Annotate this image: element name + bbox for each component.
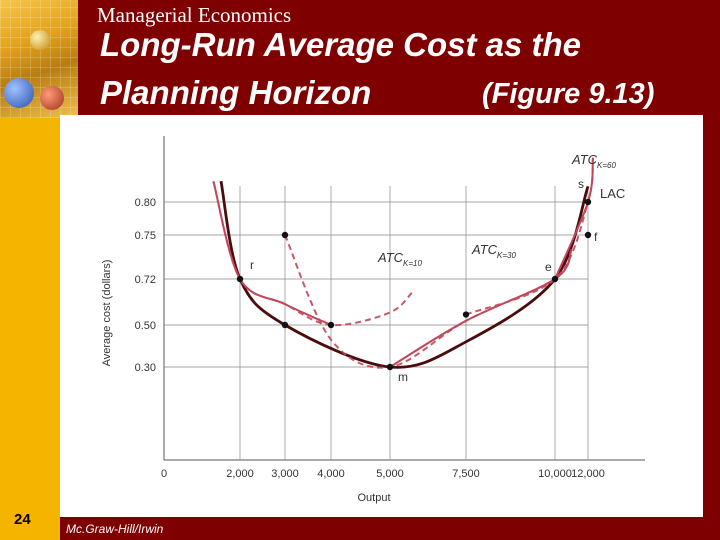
- x-axis-label: Output: [357, 492, 390, 504]
- lac-chart: 0.80 0.75 0.72 0.50 0.30 0 2,000 3,000 4,000 5,00…: [101, 136, 645, 504]
- point-label-f: f: [594, 230, 598, 244]
- y-tick-label-0.80: 0.80: [135, 197, 156, 209]
- logo-ball-red: [40, 86, 64, 110]
- decorative-logo-image: [0, 0, 78, 118]
- point-label-e: e: [545, 260, 552, 274]
- y-tick-label-0.72: 0.72: [135, 274, 156, 286]
- slide-number: 24: [14, 511, 31, 528]
- point-s: [584, 198, 592, 206]
- x-tick-label-2,000: 2,000: [226, 468, 254, 480]
- y-tick-label-0.75: 0.75: [135, 230, 156, 242]
- x-tick-label-4,000: 4,000: [317, 468, 345, 480]
- curve-lac: [219, 180, 590, 369]
- slide-title-line-2: Planning Horizon: [100, 74, 372, 111]
- curve-label-main: ATC: [377, 250, 404, 265]
- curve-label-atc-k-30: ATCK=30: [471, 242, 517, 260]
- logo-ball-gold: [30, 30, 50, 50]
- y-tick-label-0.30: 0.30: [135, 362, 156, 374]
- slide-title-line-1: Long-Run Average Cost as the: [100, 26, 581, 63]
- x-tick-label-10,000: 10,000: [538, 468, 572, 480]
- x-tick-label-7,500: 7,500: [452, 468, 480, 480]
- curve-label-main: ATC: [571, 152, 598, 167]
- point-e: [551, 275, 559, 283]
- figure-reference: (Figure 9.13): [482, 78, 655, 110]
- chart-panel: 0.80 0.75 0.72 0.50 0.30 0 2,000 3,000 4,000 5,00…: [60, 115, 703, 517]
- point-f: [584, 231, 592, 239]
- curve-label-atc-k-10: ATCK=10: [377, 250, 423, 268]
- point-marker-5: [462, 311, 470, 318]
- x-tick-label-0: 0: [161, 468, 167, 480]
- point-label-r: r: [250, 258, 254, 272]
- logo-ball-blue: [4, 78, 34, 108]
- point-label-m: m: [398, 370, 408, 384]
- point-marker-1: [281, 231, 289, 239]
- course-title: Managerial Economics: [97, 3, 292, 27]
- curve-label-lac: LAC: [600, 186, 625, 201]
- curve-atc-k-30-solid: [389, 249, 573, 368]
- point-r: [236, 275, 244, 283]
- point-label-s: s: [578, 177, 584, 191]
- point-marker-2: [281, 321, 289, 329]
- curve-label-subscript: K=30: [497, 251, 516, 260]
- curve-atc-k-10-solid: [212, 180, 332, 326]
- x-tick-label-3,000: 3,000: [271, 468, 299, 480]
- curve-label-subscript: K=10: [403, 259, 422, 268]
- point-m: [386, 363, 394, 371]
- publisher-credit: Mc.Graw-Hill/Irwin: [66, 522, 164, 536]
- curve-label-main: ATC: [471, 242, 498, 257]
- curve-label-subscript: K=60: [597, 161, 616, 170]
- x-tick-label-5,000: 5,000: [376, 468, 404, 480]
- y-axis-label: Average cost (dollars): [101, 260, 113, 367]
- curve-atc-k-60-solid: [554, 157, 594, 280]
- point-marker-3: [327, 321, 335, 329]
- curve-label-atc-k-60: ATCK=60: [571, 152, 617, 170]
- y-tick-label-0.50: 0.50: [135, 320, 156, 332]
- x-tick-label-12,000: 12,000: [571, 468, 605, 480]
